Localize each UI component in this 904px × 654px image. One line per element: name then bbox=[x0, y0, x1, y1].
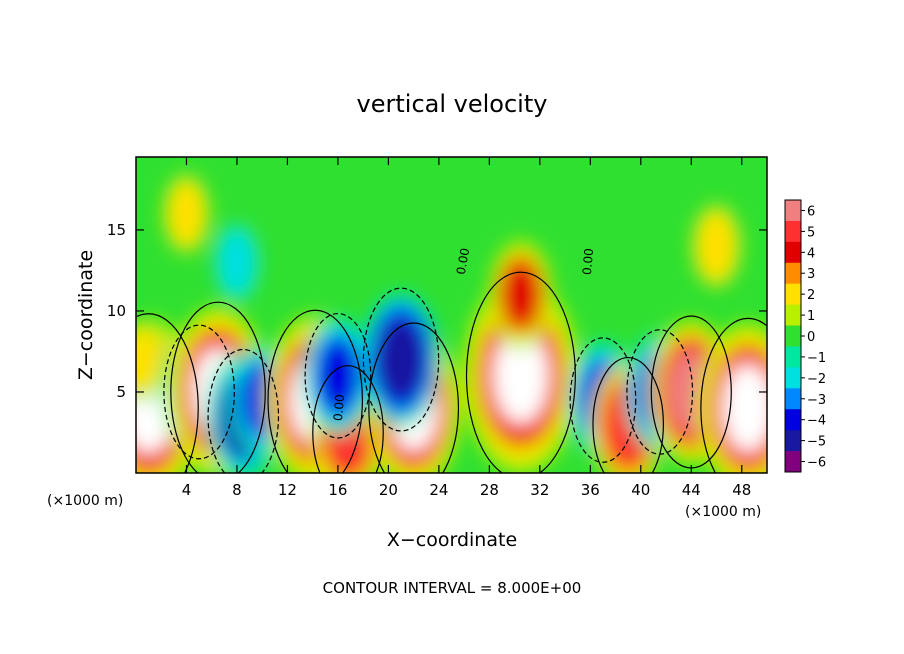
contour-line-11 bbox=[569, 337, 637, 463]
contour-line-6 bbox=[312, 365, 384, 473]
updraft-cell-12 bbox=[463, 277, 579, 473]
colorbar-label-−3: −3 bbox=[807, 393, 826, 408]
x-tick-label-48: 48 bbox=[732, 481, 751, 499]
colorbar-swatch-−1 bbox=[785, 346, 801, 368]
contour-line-10 bbox=[465, 271, 576, 473]
colorbar-swatch-−4 bbox=[785, 409, 801, 431]
contour-label-2: 0.00 bbox=[580, 248, 596, 276]
contour-line-5 bbox=[267, 309, 363, 473]
x-tick-label-16: 16 bbox=[328, 481, 347, 499]
colorbar-label-−1: −1 bbox=[807, 351, 826, 366]
colorbar-label-6: 6 bbox=[807, 204, 815, 219]
x-axis-ticks: 4 8 12 16 20 24 28 32 36 40 44 48 bbox=[182, 157, 751, 499]
contour-label-3: 0.00 bbox=[331, 394, 347, 422]
contour-line-3 bbox=[170, 301, 266, 473]
updraft-cell-21 bbox=[691, 202, 742, 290]
contour-label-1: 0.00 bbox=[454, 247, 472, 276]
colorbar-swatch-2 bbox=[785, 283, 801, 306]
colorbar-swatch-6 bbox=[785, 200, 801, 222]
x-tick-label-44: 44 bbox=[682, 481, 701, 499]
contour-line-8 bbox=[368, 322, 460, 473]
field-ring-19-4 bbox=[218, 230, 256, 295]
downdraft-cell-9 bbox=[303, 316, 373, 435]
colorbar-label-4: 4 bbox=[807, 246, 815, 261]
field-ring-2-5 bbox=[136, 327, 161, 392]
downdraft-cell-19 bbox=[213, 221, 261, 304]
field-ring-20-5 bbox=[168, 182, 205, 246]
plot-frame bbox=[135, 156, 768, 474]
field-ring-18-5 bbox=[722, 364, 767, 453]
field-ring-11-4 bbox=[378, 319, 425, 400]
colorbar-label-2: 2 bbox=[807, 288, 815, 303]
contour-line-13 bbox=[626, 329, 694, 455]
x-tick-label-24: 24 bbox=[429, 481, 448, 499]
field-ring-9-4 bbox=[316, 338, 360, 414]
field-ring-12-5 bbox=[493, 328, 549, 424]
colorbar-label-−2: −2 bbox=[807, 372, 826, 387]
colorbar-swatch-3 bbox=[785, 262, 801, 285]
colorbar-label-0: 0 bbox=[807, 330, 815, 345]
x-tick-label-36: 36 bbox=[581, 481, 600, 499]
contour-line-9 bbox=[362, 287, 440, 432]
x-tick-label-12: 12 bbox=[278, 481, 297, 499]
x-axis-unit-right: (×1000 m) bbox=[685, 504, 761, 520]
contour-line-1 bbox=[136, 313, 199, 473]
colorbar-label-−4: −4 bbox=[807, 414, 826, 429]
x-tick-label-32: 32 bbox=[530, 481, 549, 499]
velocity-field bbox=[136, 172, 767, 473]
updraft-cell-13 bbox=[489, 240, 553, 350]
colorbar-swatch-−6 bbox=[785, 451, 801, 473]
plot-area: 0.00 0.00 0.00 bbox=[135, 156, 768, 474]
x-tick-label-20: 20 bbox=[379, 481, 398, 499]
field-ring-13-5 bbox=[500, 259, 542, 331]
colorbar-label-−5: −5 bbox=[807, 435, 826, 450]
colorbar-swatch-1 bbox=[785, 304, 801, 327]
contour-line-4 bbox=[207, 348, 280, 473]
x-tick-label-28: 28 bbox=[480, 481, 499, 499]
colorbar-swatch-0 bbox=[785, 325, 801, 347]
updraft-cell-20 bbox=[162, 172, 211, 255]
colorbar: 6 5 4 3 2 1 0 −1 −2 −3 −4 −5 −6 bbox=[784, 199, 826, 473]
x-tick-label-8: 8 bbox=[232, 481, 242, 499]
x-tick-label-40: 40 bbox=[631, 481, 650, 499]
y-axis-label: Z−coordinate bbox=[75, 250, 97, 380]
chart-title: vertical velocity bbox=[357, 90, 548, 118]
contour-line-12 bbox=[592, 357, 664, 473]
zero-contours bbox=[136, 271, 767, 473]
x-axis-unit-left: (×1000 m) bbox=[47, 493, 123, 509]
colorbar-label-−6: −6 bbox=[807, 456, 826, 471]
y-tick-label-10: 10 bbox=[107, 302, 126, 320]
contour-line-2 bbox=[163, 324, 235, 460]
y-axis-ticks: 5 10 15 bbox=[107, 221, 767, 401]
y-tick-label-5: 5 bbox=[116, 383, 126, 401]
contour-line-15 bbox=[700, 317, 767, 473]
colorbar-label-5: 5 bbox=[807, 225, 815, 240]
field-ring-21-5 bbox=[697, 213, 736, 279]
colorbar-swatch-5 bbox=[785, 220, 801, 243]
y-tick-label-15: 15 bbox=[107, 221, 126, 239]
colorbar-swatch-−3 bbox=[785, 388, 801, 410]
colorbar-swatch-−2 bbox=[785, 367, 801, 389]
colorbar-swatch-−5 bbox=[785, 430, 801, 452]
x-tick-label-4: 4 bbox=[182, 481, 192, 499]
colorbar-label-3: 3 bbox=[807, 267, 815, 282]
updraft-cell-18 bbox=[698, 323, 767, 473]
contour-interval-note: CONTOUR INTERVAL = 8.000E+00 bbox=[323, 579, 582, 597]
updraft-cell-2 bbox=[136, 318, 167, 401]
colorbar-label-1: 1 bbox=[807, 309, 815, 324]
colorbar-swatch-4 bbox=[785, 241, 801, 264]
x-axis-label: X−coordinate bbox=[387, 529, 517, 551]
downdraft-cell-11 bbox=[361, 291, 441, 428]
contour-line-7 bbox=[304, 312, 372, 439]
